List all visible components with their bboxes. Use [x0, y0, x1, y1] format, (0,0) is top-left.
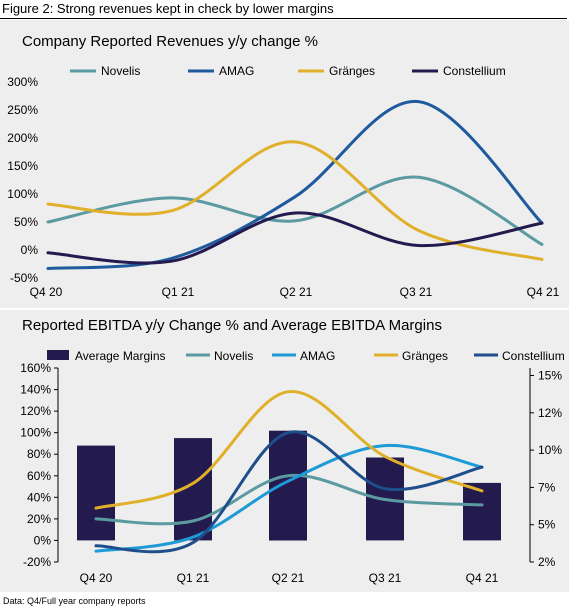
- series-line-amag: [94, 444, 484, 553]
- source-note: Data: Q4/Full year company reports: [3, 596, 146, 606]
- revenue-y-tick-label: -50%: [10, 271, 38, 285]
- ebitda-y-tick-label: 140%: [20, 383, 51, 397]
- ebitda-chart-x-axis: Q4 20 Q1 21 Q2 21 Q3 21 Q4 21: [80, 571, 499, 585]
- ebitda-y-tick-label: 20%: [27, 512, 51, 526]
- ebitda-y2-tick-label: 7%: [538, 480, 556, 494]
- ebitda-x-tick-label: Q1 21: [177, 571, 210, 585]
- ebitda-y-tick-label: 0%: [34, 533, 52, 547]
- series-line-novelis: [94, 473, 484, 526]
- ebitda-chart-y-axis-right: 2% 5% 7% 10% 12% 15%: [529, 368, 562, 569]
- series-line-constellium: [46, 211, 544, 265]
- revenue-y-tick-label: 0%: [21, 243, 39, 257]
- revenue-chart-legend: Novelis AMAG Gränges Constellium: [70, 64, 506, 78]
- revenue-y-tick-label: 200%: [7, 131, 38, 145]
- margin-bar: [77, 445, 115, 541]
- ebitda-x-tick-label: Q4 20: [80, 571, 113, 585]
- revenue-x-tick-label: Q4 21: [527, 285, 560, 299]
- ebitda-chart: Reported EBITDA y/y Change % and Average…: [0, 310, 569, 592]
- ebitda-chart-title: Reported EBITDA y/y Change % and Average…: [22, 317, 442, 334]
- legend-label-average-margins: Average Margins: [75, 349, 166, 363]
- ebitda-y2-tick-label: 15%: [538, 369, 562, 383]
- revenue-x-tick-label: Q4 20: [30, 285, 63, 299]
- revenue-x-tick-label: Q3 21: [400, 285, 433, 299]
- ebitda-y2-tick-label: 5%: [538, 518, 556, 532]
- ebitda-chart-legend: Average Margins Novelis AMAG Gränges Constel…: [47, 349, 565, 363]
- margin-bar: [269, 430, 307, 541]
- revenue-y-tick-label: 250%: [7, 103, 38, 117]
- revenue-y-tick-label: 300%: [7, 75, 38, 89]
- revenue-y-tick-label: 50%: [14, 215, 38, 229]
- ebitda-y-tick-label: 80%: [27, 447, 51, 461]
- series-line-constellium: [94, 430, 484, 554]
- revenue-y-tick-label: 150%: [7, 159, 38, 173]
- revenue-chart: Company Reported Revenues y/y change % N…: [0, 20, 569, 308]
- ebitda-x-tick-label: Q2 21: [272, 571, 305, 585]
- legend-swatch-average-margins: [47, 350, 69, 360]
- title-rule: [0, 18, 567, 19]
- ebitda-y-tick-label: 160%: [20, 361, 51, 375]
- revenue-x-tick-label: Q2 21: [280, 285, 313, 299]
- figure-title: Figure 2: Strong revenues kept in check …: [2, 1, 334, 16]
- ebitda-y2-tick-label: 2%: [538, 555, 556, 569]
- revenue-chart-lines: [46, 100, 544, 270]
- ebitda-chart-lines: [94, 390, 484, 554]
- legend-label-granges: Gränges: [329, 64, 375, 78]
- ebitda-y-tick-label: 40%: [27, 490, 51, 504]
- ebitda-y-tick-label: 100%: [20, 426, 51, 440]
- series-line-novelis: [46, 175, 544, 246]
- revenue-chart-y-axis: -50% 0% 50% 100% 150% 200% 250% 300%: [7, 75, 38, 285]
- ebitda-y-tick-label: -20%: [23, 555, 51, 569]
- revenue-chart-x-axis: Q4 20 Q1 21 Q2 21 Q3 21 Q4 21: [30, 285, 560, 299]
- ebitda-y-tick-label: 120%: [20, 404, 51, 418]
- ebitda-y2-tick-label: 10%: [538, 443, 562, 457]
- ebitda-chart-bars: [77, 430, 501, 541]
- ebitda-chart-y-axis-left: -20% 0% 20% 40% 60% 80% 100% 120% 140% 160%: [20, 361, 59, 569]
- legend-label-amag: AMAG: [219, 64, 254, 78]
- ebitda-x-tick-label: Q3 21: [369, 571, 402, 585]
- revenue-chart-title: Company Reported Revenues y/y change %: [22, 33, 318, 50]
- legend-label-novelis: Novelis: [214, 349, 253, 363]
- legend-label-amag: AMAG: [300, 349, 335, 363]
- legend-label-novelis: Novelis: [101, 64, 140, 78]
- legend-label-constellium: Constellium: [502, 349, 565, 363]
- legend-label-constellium: Constellium: [443, 64, 506, 78]
- revenue-y-tick-label: 100%: [7, 187, 38, 201]
- ebitda-y-tick-label: 60%: [27, 469, 51, 483]
- series-line-amag: [46, 100, 544, 270]
- margin-bar: [463, 482, 501, 541]
- ebitda-x-tick-label: Q4 21: [466, 571, 499, 585]
- series-line-granges: [94, 390, 484, 510]
- revenue-x-tick-label: Q1 21: [162, 285, 195, 299]
- ebitda-y2-tick-label: 12%: [538, 406, 562, 420]
- legend-label-granges: Gränges: [402, 349, 448, 363]
- panel-separator: [0, 308, 569, 310]
